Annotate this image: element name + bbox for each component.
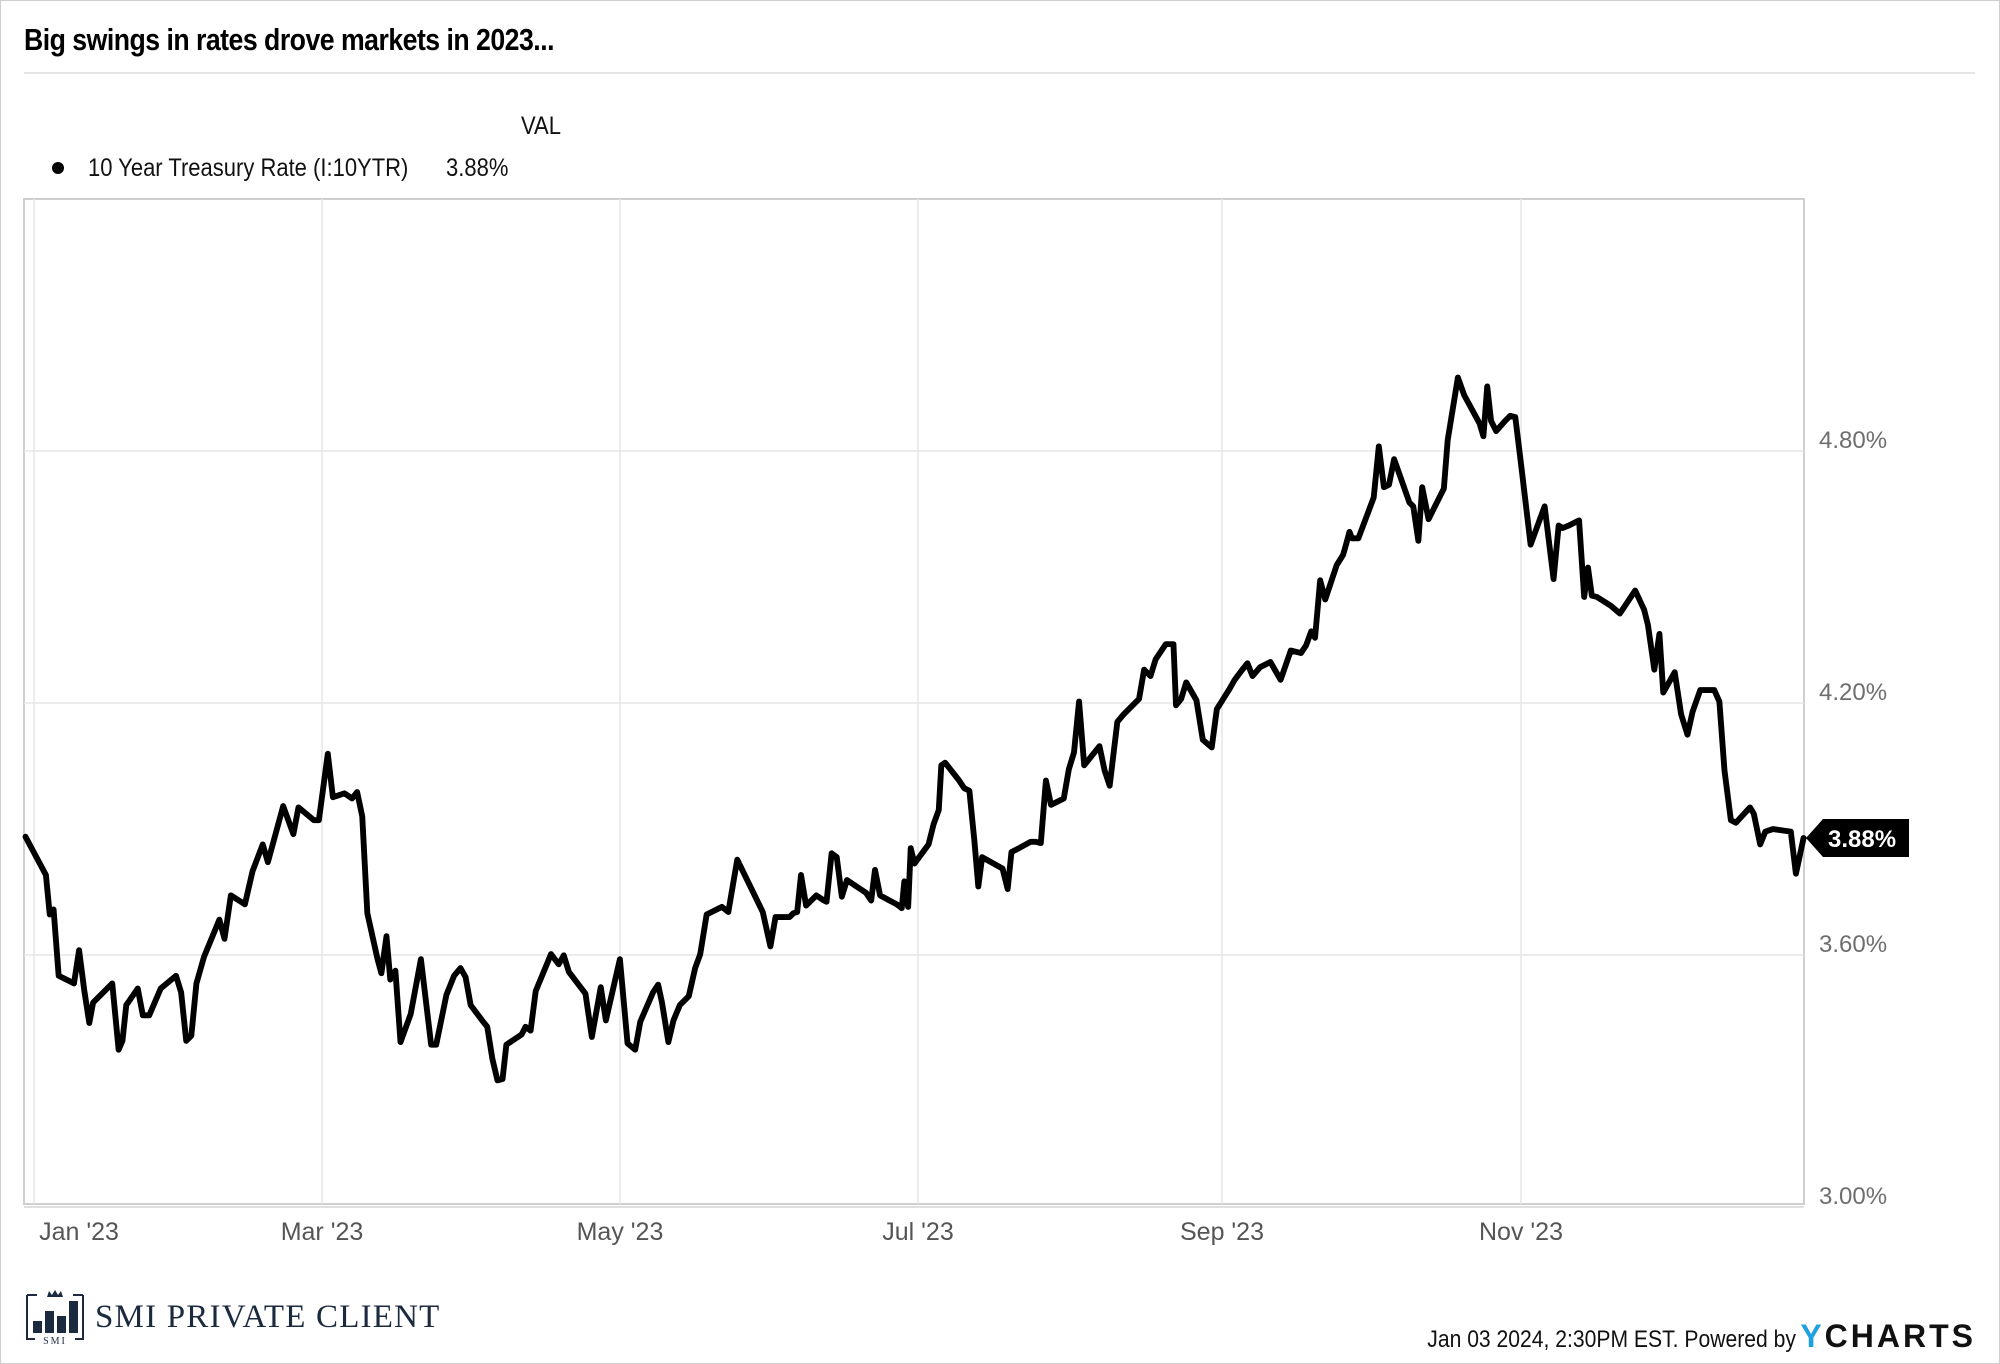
- horizontal-gridlines: [24, 450, 1804, 956]
- x-tick-label: Sep '23: [1180, 1218, 1264, 1246]
- smi-chart-crown-icon: SMI: [26, 1290, 84, 1345]
- current-value-flag: 3.88%: [1806, 819, 1909, 857]
- footer-attribution: Jan 03 2024, 2:30PM EST. Powered by YCHA…: [1377, 1318, 1976, 1355]
- chart-title: Big swings in rates drove markets in 202…: [24, 22, 554, 57]
- bullet-dot-icon: [52, 162, 64, 174]
- legend-column-header: VAL: [521, 112, 561, 140]
- title-divider: [24, 72, 1975, 74]
- y-tick-label: 4.80%: [1819, 427, 1887, 454]
- x-tick-label: May '23: [577, 1218, 664, 1246]
- ycharts-logo[interactable]: YCHARTS: [1800, 1318, 1976, 1354]
- vertical-gridlines: [33, 199, 1522, 1204]
- legend-series-value: 3.88%: [446, 154, 509, 182]
- timestamp-text: Jan 03 2024, 2:30PM EST. Powered by: [1427, 1326, 1797, 1353]
- series-line-10yr-treasury[interactable]: [22, 374, 1807, 1084]
- plot-frame: [23, 198, 1805, 1205]
- x-tick-label: Jul '23: [882, 1218, 953, 1246]
- y-tick-label: 4.20%: [1819, 679, 1887, 706]
- y-tick-label: 3.00%: [1819, 1183, 1887, 1210]
- x-tick-label: Mar '23: [281, 1218, 364, 1246]
- svg-text:SMI: SMI: [43, 1336, 67, 1345]
- legend-series-name: 10 Year Treasury Rate (I:10YTR): [88, 153, 409, 182]
- y-tick-label: 3.60%: [1819, 931, 1887, 958]
- legend-item[interactable]: 10 Year Treasury Rate (I:10YTR): [52, 152, 468, 184]
- smi-logo: SMI SMI PRIVATE CLIENT: [25, 1289, 441, 1345]
- brand-name: SMI PRIVATE CLIENT: [95, 1298, 441, 1335]
- x-tick-label: Jan '23: [39, 1218, 119, 1246]
- current-value-label: 3.88%: [1828, 826, 1896, 853]
- x-tick-label: Nov '23: [1479, 1218, 1563, 1246]
